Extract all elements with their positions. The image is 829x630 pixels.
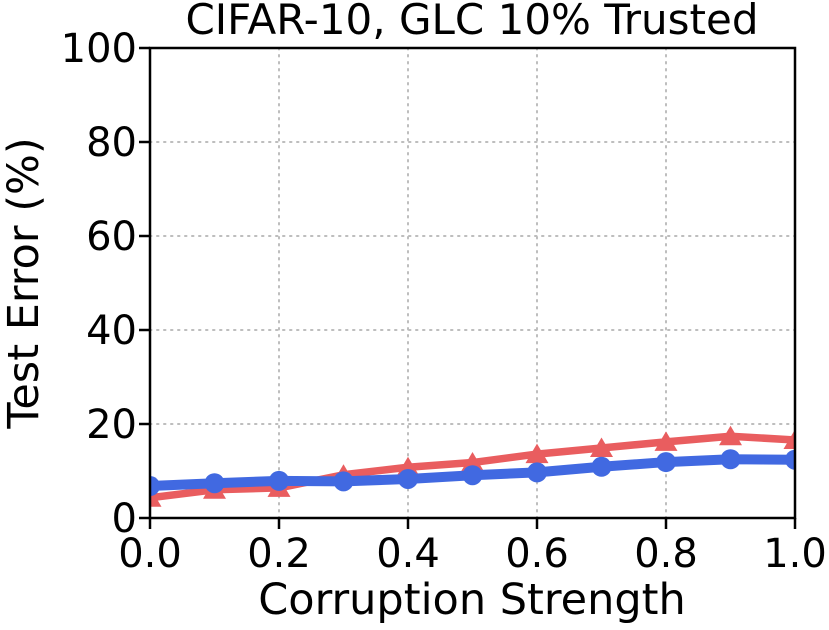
marker-circle-blue-circle-series <box>398 468 418 489</box>
data-series <box>150 425 795 507</box>
y-tick-label: 0 <box>112 496 137 542</box>
axis-tick-labels: 0.0 0.2 0.4 0.6 0.8 1.0 0 20 40 60 80 100 <box>61 26 827 577</box>
y-tick-label: 100 <box>61 26 137 72</box>
marker-circle-blue-circle-series <box>591 456 612 477</box>
marker-circle-blue-circle-series <box>269 470 289 491</box>
y-tick-label: 80 <box>86 120 137 166</box>
y-tick-label: 20 <box>86 402 137 448</box>
marker-circle-blue-circle-series <box>720 449 741 470</box>
x-tick-label: 0.0 <box>118 531 182 577</box>
y-tick-label: 60 <box>86 214 137 260</box>
x-tick-label: 0.4 <box>376 531 440 577</box>
marker-triangle-red-triangle-series <box>525 443 549 464</box>
plot-frame <box>148 46 797 520</box>
x-tick-label: 0.6 <box>505 531 569 577</box>
marker-circle-blue-circle-series <box>785 449 795 470</box>
marker-circle-blue-circle-series <box>527 462 547 483</box>
marker-triangle-red-triangle-series <box>719 425 742 446</box>
x-tick-label: 0.2 <box>247 531 311 577</box>
marker-circle-blue-circle-series <box>656 452 676 473</box>
marker-circle-blue-circle-series <box>333 471 354 492</box>
marker-triangle-red-triangle-series <box>783 429 795 449</box>
marker-circle-blue-circle-series <box>150 476 160 497</box>
x-tick-label: 1.0 <box>763 531 827 577</box>
marker-triangle-red-triangle-series <box>461 452 484 472</box>
gridlines <box>149 47 796 519</box>
marker-circle-blue-circle-series <box>204 473 225 494</box>
x-tick-label: 0.8 <box>634 531 698 577</box>
marker-triangle-red-triangle-series <box>654 431 678 451</box>
x-axis-label: Corruption Strength <box>258 575 686 625</box>
marker-circle-blue-circle-series <box>462 465 483 486</box>
chart-title: CIFAR-10, GLC 10% Trusted <box>185 0 758 44</box>
y-axis-label: Test Error (%) <box>0 137 49 429</box>
y-tick-label: 40 <box>86 308 137 354</box>
marker-triangle-red-triangle-series <box>590 437 613 457</box>
axis-ticks <box>139 46 797 529</box>
